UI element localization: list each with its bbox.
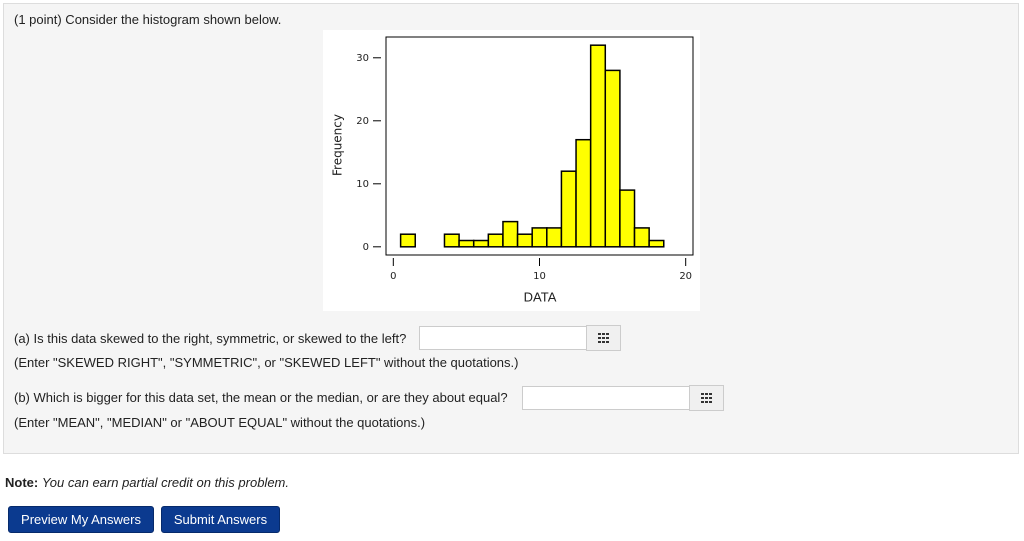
bar (443, 233, 460, 248)
x-axis-label: DATA (524, 289, 557, 304)
bar (531, 227, 548, 248)
bar (619, 189, 636, 248)
bar (633, 227, 650, 248)
answer-input[interactable] (522, 386, 690, 410)
y-axis-label: Frequency (331, 114, 345, 176)
bar (575, 138, 592, 248)
question-hint: (Enter "MEAN", "MEDIAN" or "ABOUT EQUAL"… (14, 415, 426, 430)
bar (516, 233, 533, 248)
y-tick-label: 20 (356, 116, 369, 127)
plot-frame (385, 36, 694, 256)
bar (604, 69, 621, 248)
submit-button[interactable]: Submit Answers (161, 506, 280, 533)
bar (560, 170, 577, 248)
equation-button[interactable] (689, 385, 724, 411)
bar (399, 233, 416, 248)
histogram: Frequency DATA 0 10 20 30 0 10 20 (323, 30, 700, 311)
bar (487, 233, 504, 248)
bar (589, 44, 607, 248)
note-text: You can earn partial credit on this prob… (41, 475, 289, 490)
bar (472, 239, 490, 248)
question-prompt: (b) Which is bigger for this data set, t… (14, 390, 508, 405)
y-tick-label: 10 (356, 179, 369, 190)
preview-button[interactable]: Preview My Answers (8, 506, 154, 533)
bar (546, 227, 563, 248)
note: Note: You can earn partial credit on thi… (5, 475, 289, 490)
intro: (1 point) Consider the histogram shown b… (14, 12, 282, 27)
x-tick-label: 20 (679, 271, 692, 282)
question-hint: (Enter "SKEWED RIGHT", "SYMMETRIC", or "… (14, 355, 519, 370)
x-tick-label: 10 (533, 271, 546, 282)
bar (458, 239, 475, 248)
bar (502, 220, 519, 248)
answer-input[interactable] (419, 326, 587, 350)
question-prompt: (a) Is this data skewed to the right, sy… (14, 331, 407, 346)
equation-button[interactable] (586, 325, 621, 351)
bar (648, 239, 665, 248)
y-tick-label: 0 (363, 242, 369, 253)
grid-icon (701, 393, 712, 403)
note-label: Note: (5, 475, 39, 490)
y-tick-label: 30 (356, 53, 369, 64)
x-tick-label: 0 (390, 271, 396, 282)
grid-icon (598, 333, 609, 343)
